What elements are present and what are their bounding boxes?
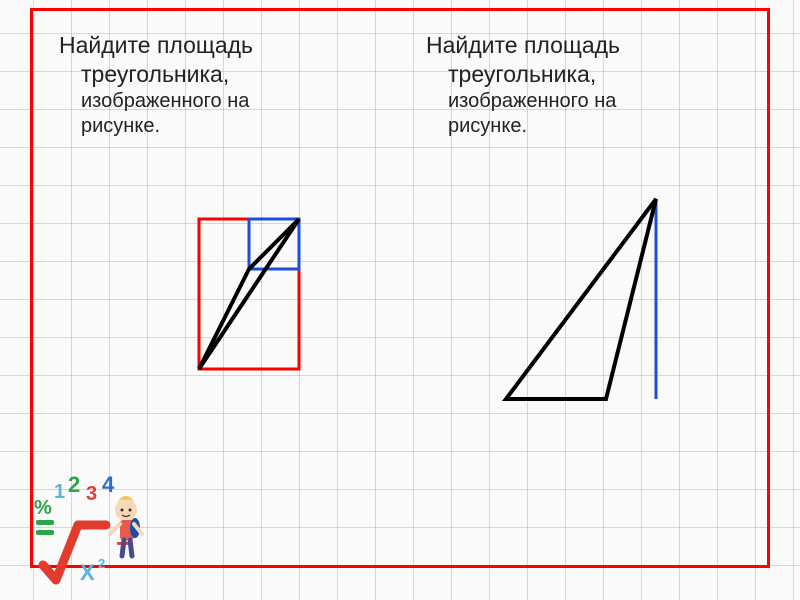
- text-line: треугольника,: [426, 60, 749, 89]
- svg-text:1: 1: [54, 481, 65, 503]
- math-kid-clipart-icon: X2%+1234: [28, 470, 148, 590]
- text-line: Найдите площадь: [426, 31, 749, 60]
- right-column: Найдите площадь треугольника, изображенн…: [400, 11, 767, 565]
- right-problem-text: Найдите площадь треугольника, изображенн…: [426, 31, 749, 139]
- left-figure: [59, 179, 382, 419]
- svg-text:4: 4: [102, 472, 115, 497]
- svg-text:2: 2: [68, 472, 80, 497]
- left-problem-text: Найдите площадь треугольника, изображенн…: [59, 31, 382, 139]
- svg-text:X: X: [80, 560, 95, 585]
- text-line: треугольника,: [59, 60, 382, 89]
- svg-text:%: %: [34, 497, 52, 519]
- text-line: Найдите площадь: [59, 31, 382, 60]
- text-line: изображенного на: [59, 89, 382, 114]
- right-figure: [426, 179, 749, 419]
- svg-text:3: 3: [86, 483, 97, 505]
- text-line: рисунке.: [426, 114, 749, 139]
- text-line: изображенного на: [426, 89, 749, 114]
- text-line: рисунке.: [59, 114, 382, 139]
- svg-text:2: 2: [98, 556, 105, 571]
- right-figure-svg: [486, 179, 726, 419]
- left-figure-svg: [179, 199, 379, 419]
